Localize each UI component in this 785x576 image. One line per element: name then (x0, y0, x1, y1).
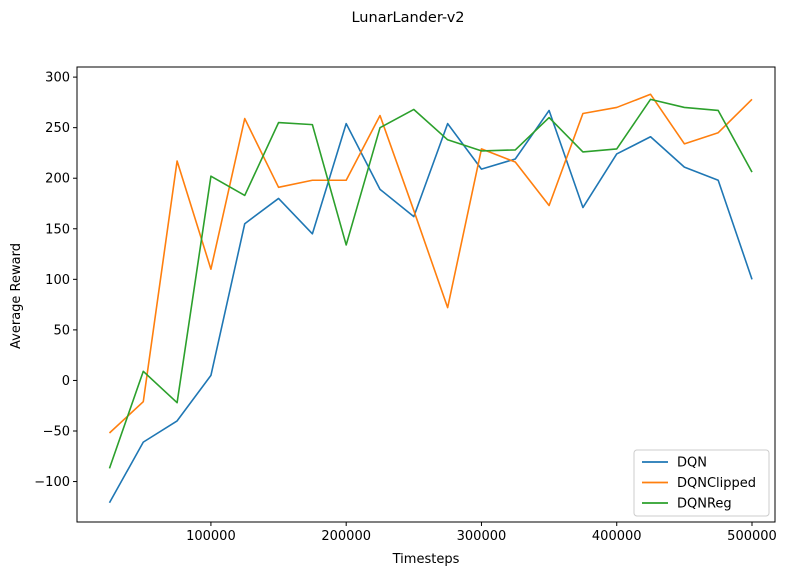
series-line-dqn (108, 109, 753, 504)
x-tick-label: 300000 (457, 529, 507, 544)
x-axis-label: Timesteps (392, 552, 460, 567)
y-tick-label: −100 (34, 475, 70, 490)
plot-area (108, 93, 753, 504)
x-tick-label: 500000 (727, 529, 777, 544)
legend-label-dqn: DQN (677, 456, 707, 471)
y-tick-label: 300 (45, 71, 70, 86)
y-tick-label: 150 (45, 222, 70, 237)
series-line-dqnclipped (108, 93, 753, 434)
legend: DQN DQNClipped DQNReg (633, 449, 770, 517)
y-tick-label: 250 (45, 121, 70, 136)
y-tick-label: 100 (45, 273, 70, 288)
y-axis: −100 −50 0 50 100 150 200 250 300 (34, 71, 77, 490)
y-tick-label: 200 (45, 172, 70, 187)
axes-frame (76, 66, 776, 523)
x-tick-label: 100000 (186, 529, 236, 544)
y-tick-label: 0 (62, 374, 70, 389)
legend-label-dqnreg: DQNReg (677, 497, 732, 512)
chart-title: LunarLander-v2 (351, 10, 464, 26)
y-axis-label: Average Reward (9, 243, 24, 349)
legend-box (633, 449, 770, 517)
x-tick-label: 200000 (321, 529, 371, 544)
series-line-dqnreg (108, 98, 753, 469)
legend-label-dqnclipped: DQNClipped (677, 476, 756, 491)
y-tick-label: 50 (53, 323, 70, 338)
y-tick-label: −50 (43, 425, 70, 440)
x-tick-label: 400000 (592, 529, 642, 544)
x-axis: 100000 200000 300000 400000 500000 (186, 522, 777, 544)
